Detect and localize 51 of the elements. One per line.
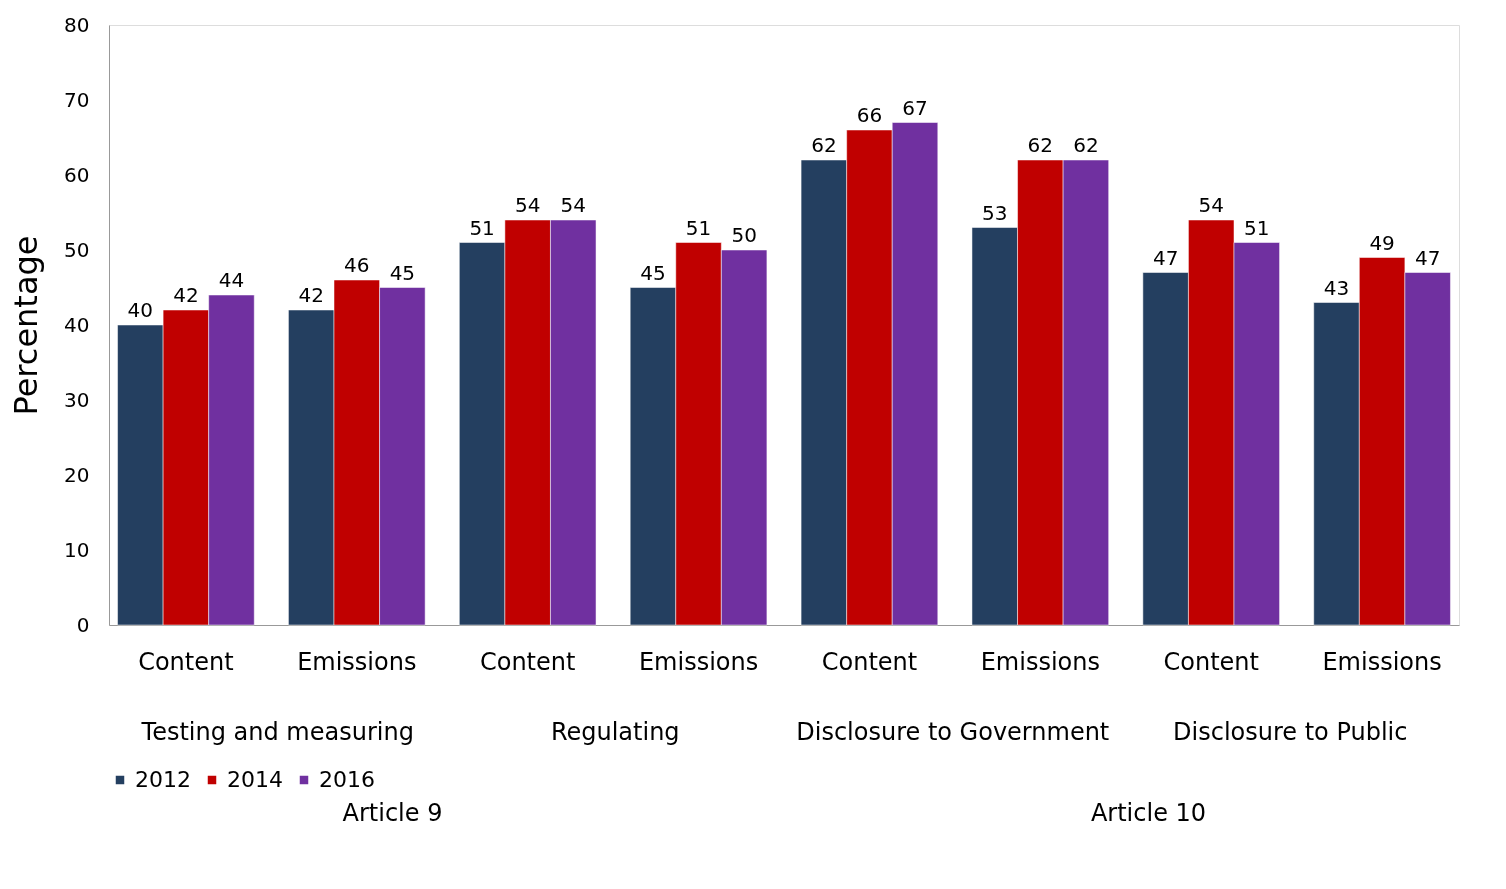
y-tick-label: 20 bbox=[64, 462, 90, 487]
data-label: 53 bbox=[982, 200, 1008, 225]
y-tick-label: 30 bbox=[64, 387, 90, 412]
text: Article 10 bbox=[1090, 799, 1207, 827]
y-tick-label: 70 bbox=[64, 87, 90, 112]
data-label: 54 bbox=[560, 193, 586, 217]
x-tick-label: Content bbox=[1163, 647, 1259, 676]
x-tick-label: Content bbox=[138, 647, 234, 676]
data-label: 54 bbox=[1198, 193, 1224, 217]
data-label: 47 bbox=[1414, 245, 1441, 270]
x-tick-label: Content bbox=[479, 647, 576, 676]
data-label: 43 bbox=[1323, 275, 1350, 300]
data-label: 54 bbox=[514, 193, 541, 217]
legend-label: 2016 bbox=[319, 767, 375, 792]
y-tick-label: 50 bbox=[64, 237, 90, 262]
data-label: 45 bbox=[389, 260, 416, 285]
data-label: 45 bbox=[640, 260, 666, 285]
y-tick-label: 0 bbox=[76, 612, 90, 637]
y-tick-label: 60 bbox=[64, 162, 90, 187]
legend-label: 2012 bbox=[135, 767, 191, 792]
x-tick-label: Emissions bbox=[980, 647, 1100, 676]
y-tick-label: 40 bbox=[64, 312, 90, 337]
text: Regulating bbox=[550, 718, 680, 746]
data-label: 62 bbox=[811, 133, 837, 157]
text: Disclosure to Government bbox=[796, 718, 1110, 746]
data-label: 40 bbox=[127, 298, 154, 322]
data-label: 46 bbox=[344, 253, 370, 277]
data-label: 51 bbox=[685, 215, 712, 240]
data-label: 49 bbox=[1369, 230, 1395, 255]
data-label: 42 bbox=[173, 283, 199, 307]
data-label: 51 bbox=[1244, 215, 1270, 240]
data-label: 51 bbox=[469, 215, 495, 240]
x-tick-label: Emissions bbox=[638, 647, 759, 676]
data-label: 50 bbox=[731, 223, 757, 247]
text: Disclosure to Public bbox=[1173, 718, 1408, 746]
data-label: 62 bbox=[1073, 133, 1099, 157]
data-label: 67 bbox=[902, 95, 928, 120]
data-label: 62 bbox=[1027, 133, 1054, 157]
y-axis-title: Percentage bbox=[7, 235, 46, 416]
y-tick-label: 10 bbox=[64, 537, 90, 562]
x-tick-label: Emissions bbox=[1322, 647, 1442, 676]
legend-label: 2014 bbox=[227, 767, 283, 792]
data-label: 66 bbox=[856, 103, 883, 127]
data-label: 44 bbox=[218, 268, 245, 292]
x-tick-label: Emissions bbox=[297, 647, 417, 676]
y-tick-label: 80 bbox=[64, 12, 90, 37]
text: Article 9 bbox=[342, 799, 443, 827]
x-tick-label: Content bbox=[821, 647, 918, 676]
data-label: 42 bbox=[298, 283, 324, 307]
data-label: 47 bbox=[1152, 245, 1179, 270]
text: Testing and measuring bbox=[140, 718, 414, 746]
